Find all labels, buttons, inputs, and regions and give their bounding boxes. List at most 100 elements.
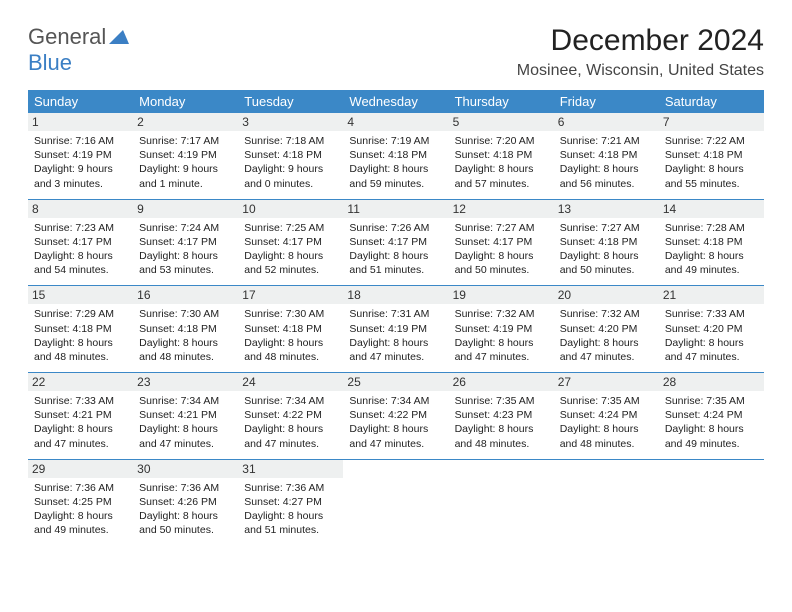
calendar-day-cell: 22 Sunrise: 7:33 AMSunset: 4:21 PMDayligh…: [28, 373, 133, 460]
sunset-text: Sunset: 4:18 PM: [560, 235, 653, 249]
day-number: 28: [659, 373, 764, 391]
day-number: 24: [238, 373, 343, 391]
day-number: 26: [449, 373, 554, 391]
day-info: Sunrise: 7:16 AMSunset: 4:19 PMDaylight:…: [34, 134, 127, 191]
day-header: Thursday: [449, 90, 554, 113]
sunset-text: Sunset: 4:24 PM: [665, 408, 758, 422]
calendar-day-cell: 29 Sunrise: 7:36 AMSunset: 4:25 PMDayligh…: [28, 459, 133, 545]
sunset-text: Sunset: 4:18 PM: [139, 322, 232, 336]
sunset-text: Sunset: 4:17 PM: [349, 235, 442, 249]
sunset-text: Sunset: 4:20 PM: [560, 322, 653, 336]
day-info: Sunrise: 7:22 AMSunset: 4:18 PMDaylight:…: [665, 134, 758, 191]
day-info: Sunrise: 7:30 AMSunset: 4:18 PMDaylight:…: [139, 307, 232, 364]
sunrise-text: Sunrise: 7:18 AM: [244, 134, 337, 148]
calendar-day-cell: 15Sunrise: 7:29 AMSunset: 4:18 PMDayligh…: [28, 286, 133, 373]
calendar-empty-cell: [659, 459, 764, 545]
day-number: 11: [343, 200, 448, 218]
daylight-text: Daylight: 8 hours and 49 minutes.: [34, 509, 127, 537]
day-number: 20: [554, 286, 659, 304]
sunset-text: Sunset: 4:17 PM: [34, 235, 127, 249]
sunrise-text: Sunrise: 7:20 AM: [455, 134, 548, 148]
sunrise-text: Sunrise: 7:23 AM: [34, 221, 127, 235]
sunset-text: Sunset: 4:19 PM: [34, 148, 127, 162]
calendar-day-cell: 18Sunrise: 7:31 AMSunset: 4:19 PMDayligh…: [343, 286, 448, 373]
sunrise-text: Sunrise: 7:36 AM: [139, 481, 232, 495]
day-number: 22: [28, 373, 133, 391]
day-info: Sunrise: 7:27 AMSunset: 4:17 PMDaylight:…: [455, 221, 548, 278]
day-header: Wednesday: [343, 90, 448, 113]
calendar-day-cell: 19Sunrise: 7:32 AMSunset: 4:19 PMDayligh…: [449, 286, 554, 373]
day-number: 4: [343, 113, 448, 131]
day-header: Sunday: [28, 90, 133, 113]
logo: General Blue: [28, 24, 129, 76]
calendar-table: SundayMondayTuesdayWednesdayThursdayFrid…: [28, 90, 764, 545]
day-number: 17: [238, 286, 343, 304]
day-number: 14: [659, 200, 764, 218]
calendar-day-cell: 14Sunrise: 7:28 AMSunset: 4:18 PMDayligh…: [659, 199, 764, 286]
day-info: Sunrise: 7:36 AMSunset: 4:26 PMDaylight:…: [139, 481, 232, 538]
daylight-text: Daylight: 8 hours and 59 minutes.: [349, 162, 442, 190]
day-number: 30: [133, 460, 238, 478]
sunrise-text: Sunrise: 7:16 AM: [34, 134, 127, 148]
sunrise-text: Sunrise: 7:36 AM: [34, 481, 127, 495]
day-number: 3: [238, 113, 343, 131]
calendar-day-cell: 27Sunrise: 7:35 AMSunset: 4:24 PMDayligh…: [554, 373, 659, 460]
daylight-text: Daylight: 8 hours and 47 minutes.: [139, 422, 232, 450]
sunset-text: Sunset: 4:27 PM: [244, 495, 337, 509]
day-number: 1: [28, 113, 133, 131]
daylight-text: Daylight: 8 hours and 57 minutes.: [455, 162, 548, 190]
day-info: Sunrise: 7:18 AMSunset: 4:18 PMDaylight:…: [244, 134, 337, 191]
daylight-text: Daylight: 8 hours and 51 minutes.: [244, 509, 337, 537]
sunset-text: Sunset: 4:25 PM: [34, 495, 127, 509]
day-header: Monday: [133, 90, 238, 113]
daylight-text: Daylight: 8 hours and 48 minutes.: [560, 422, 653, 450]
day-info: Sunrise: 7:34 AMSunset: 4:22 PMDaylight:…: [244, 394, 337, 451]
sunset-text: Sunset: 4:17 PM: [244, 235, 337, 249]
day-number: 29: [28, 460, 133, 478]
day-header-row: SundayMondayTuesdayWednesdayThursdayFrid…: [28, 90, 764, 113]
day-header: Saturday: [659, 90, 764, 113]
calendar-day-cell: 30 Sunrise: 7:36 AMSunset: 4:26 PMDayligh…: [133, 459, 238, 545]
logo-text-general: General: [28, 24, 106, 49]
daylight-text: Daylight: 8 hours and 47 minutes.: [455, 336, 548, 364]
day-number: 10: [238, 200, 343, 218]
sunset-text: Sunset: 4:23 PM: [455, 408, 548, 422]
sunset-text: Sunset: 4:21 PM: [139, 408, 232, 422]
calendar-day-cell: 11 Sunrise: 7:26 AMSunset: 4:17 PMDayligh…: [343, 199, 448, 286]
calendar-day-cell: 1 Sunrise: 7:16 AMSunset: 4:19 PMDaylight…: [28, 113, 133, 199]
sunrise-text: Sunrise: 7:32 AM: [455, 307, 548, 321]
day-number: 6: [554, 113, 659, 131]
sunrise-text: Sunrise: 7:27 AM: [455, 221, 548, 235]
daylight-text: Daylight: 8 hours and 54 minutes.: [34, 249, 127, 277]
daylight-text: Daylight: 9 hours and 1 minute.: [139, 162, 232, 190]
sunset-text: Sunset: 4:17 PM: [455, 235, 548, 249]
daylight-text: Daylight: 8 hours and 48 minutes.: [455, 422, 548, 450]
day-number: 27: [554, 373, 659, 391]
sunrise-text: Sunrise: 7:36 AM: [244, 481, 337, 495]
day-number: 25: [343, 373, 448, 391]
daylight-text: Daylight: 8 hours and 50 minutes.: [455, 249, 548, 277]
day-info: Sunrise: 7:24 AMSunset: 4:17 PMDaylight:…: [139, 221, 232, 278]
sunrise-text: Sunrise: 7:35 AM: [455, 394, 548, 408]
day-number: 18: [343, 286, 448, 304]
calendar-day-cell: 9Sunrise: 7:24 AMSunset: 4:17 PMDaylight…: [133, 199, 238, 286]
day-info: Sunrise: 7:26 AMSunset: 4:17 PMDaylight:…: [349, 221, 442, 278]
day-number: 8: [28, 200, 133, 218]
day-info: Sunrise: 7:32 AMSunset: 4:19 PMDaylight:…: [455, 307, 548, 364]
daylight-text: Daylight: 8 hours and 52 minutes.: [244, 249, 337, 277]
sunrise-text: Sunrise: 7:34 AM: [349, 394, 442, 408]
day-info: Sunrise: 7:34 AMSunset: 4:22 PMDaylight:…: [349, 394, 442, 451]
sunset-text: Sunset: 4:18 PM: [455, 148, 548, 162]
title-block: December 2024 Mosinee, Wisconsin, United…: [517, 24, 764, 80]
calendar-day-cell: 17Sunrise: 7:30 AMSunset: 4:18 PMDayligh…: [238, 286, 343, 373]
day-number: 5: [449, 113, 554, 131]
sunrise-text: Sunrise: 7:27 AM: [560, 221, 653, 235]
daylight-text: Daylight: 8 hours and 53 minutes.: [139, 249, 232, 277]
daylight-text: Daylight: 8 hours and 50 minutes.: [560, 249, 653, 277]
calendar-empty-cell: [554, 459, 659, 545]
sunrise-text: Sunrise: 7:29 AM: [34, 307, 127, 321]
day-info: Sunrise: 7:33 AMSunset: 4:21 PMDaylight:…: [34, 394, 127, 451]
calendar-day-cell: 16Sunrise: 7:30 AMSunset: 4:18 PMDayligh…: [133, 286, 238, 373]
sunrise-text: Sunrise: 7:24 AM: [139, 221, 232, 235]
calendar-week-row: 8Sunrise: 7:23 AMSunset: 4:17 PMDaylight…: [28, 199, 764, 286]
